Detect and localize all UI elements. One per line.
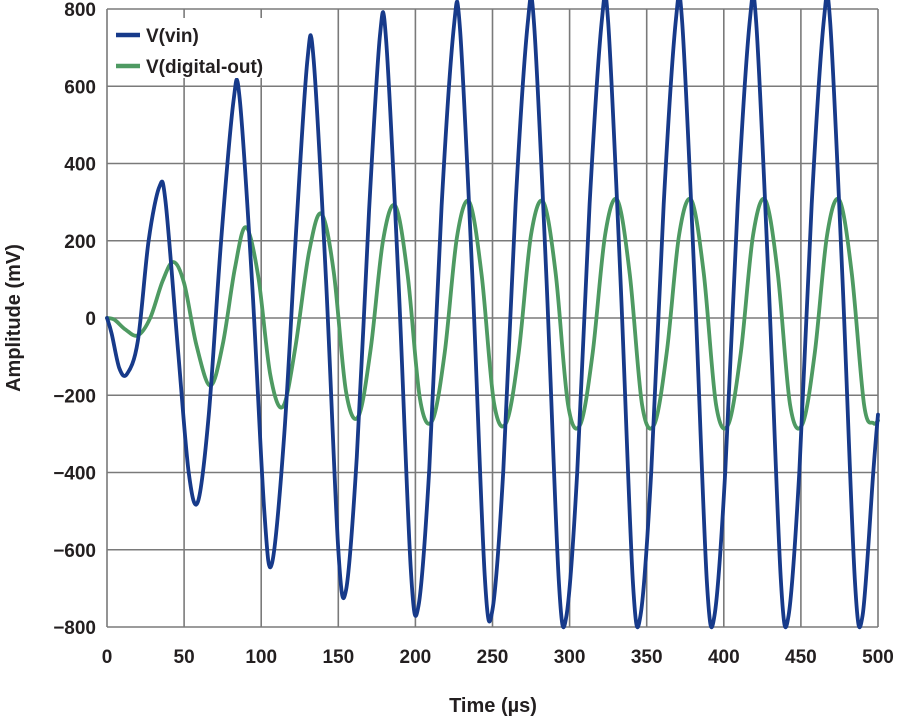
- y-tick-label: −400: [53, 464, 96, 485]
- x-tick-label: 400: [708, 647, 740, 668]
- y-tick-label: −200: [53, 386, 96, 407]
- series-layer: [105, 0, 880, 629]
- y-tick-label: −800: [53, 618, 96, 639]
- x-tick-label: 0: [102, 647, 113, 668]
- x-tick-label: 200: [400, 647, 432, 668]
- y-tick-label: −600: [53, 541, 96, 562]
- legend-label: V(vin): [146, 26, 199, 47]
- x-tick-label: 100: [245, 647, 277, 668]
- legend-label: V(digital-out): [146, 57, 263, 78]
- tick-labels: 0 50 100 150 200 250 300 350 400 450 500 −800 −600 −4…: [53, 0, 894, 668]
- y-tick-label: 0: [85, 309, 96, 330]
- series-line-vin: [105, 0, 880, 629]
- y-tick-label: 600: [64, 77, 96, 98]
- x-axis-title: Time (µs): [449, 695, 537, 717]
- x-tick-label: 500: [862, 647, 894, 668]
- x-tick-label: 450: [785, 647, 817, 668]
- x-tick-label: 150: [322, 647, 354, 668]
- y-tick-label: 200: [64, 232, 96, 253]
- x-tick-label: 300: [554, 647, 586, 668]
- y-tick-label: 800: [64, 0, 96, 21]
- x-tick-label: 50: [174, 647, 195, 668]
- x-tick-label: 350: [631, 647, 663, 668]
- x-tick-label: 250: [477, 647, 509, 668]
- y-tick-label: 400: [64, 155, 96, 176]
- legend-box: [111, 18, 299, 78]
- legend: V(vin) V(digital-out): [111, 18, 299, 78]
- y-axis-title: Amplitude (mV): [3, 244, 25, 392]
